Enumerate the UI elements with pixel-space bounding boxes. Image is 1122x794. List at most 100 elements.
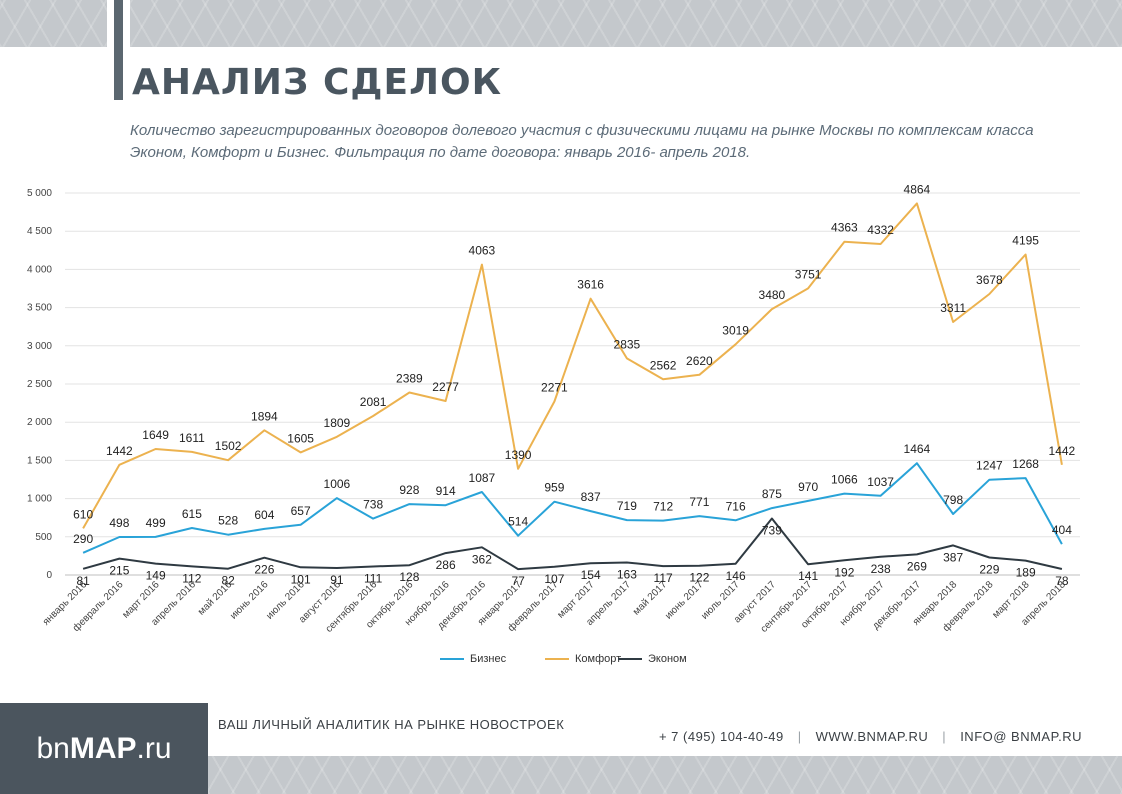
title-accent-bar xyxy=(114,0,123,100)
y-tick-label: 4 500 xyxy=(27,226,52,237)
data-label: 499 xyxy=(146,516,166,530)
legend-label: Комфорт xyxy=(575,653,622,665)
footer-contacts: + 7 (495) 104-40-49 | WWW.BNMAP.RU | INF… xyxy=(659,729,1082,744)
data-label: 837 xyxy=(581,490,601,504)
data-label: 163 xyxy=(617,568,637,582)
data-label: 2389 xyxy=(396,371,423,385)
data-label: 111 xyxy=(364,572,383,586)
page-title: АНАЛИЗ СДЕЛОК xyxy=(132,62,502,103)
data-label: 1809 xyxy=(324,416,351,430)
data-label: 128 xyxy=(399,570,419,584)
data-label: 2271 xyxy=(541,380,568,394)
data-label: 1247 xyxy=(976,459,1003,473)
chart-legend: Бизнес Комфорт Эконом xyxy=(0,653,1122,673)
data-label: 78 xyxy=(1055,574,1069,588)
legend-item: Бизнес xyxy=(440,653,506,665)
top-decorative-band xyxy=(0,0,1122,47)
data-label: 2081 xyxy=(360,395,387,409)
series-line-Бизнес xyxy=(82,462,1063,554)
data-label: 1268 xyxy=(1012,457,1039,471)
data-label: 657 xyxy=(291,504,311,518)
data-label: 3616 xyxy=(577,278,604,292)
legend-swatch xyxy=(440,658,464,660)
data-label: 719 xyxy=(617,499,637,513)
y-tick-label: 1 000 xyxy=(27,494,52,505)
data-label: 91 xyxy=(330,573,344,587)
chart-subtitle: Количество зарегистрированных договоров … xyxy=(130,122,1034,161)
series-line-Комфорт xyxy=(82,202,1063,529)
data-label: 3480 xyxy=(759,288,786,302)
data-label: 875 xyxy=(762,487,782,501)
data-label: 739 xyxy=(762,524,782,538)
data-label: 1006 xyxy=(324,477,351,491)
data-label: 914 xyxy=(436,484,456,498)
data-label: 738 xyxy=(363,498,383,512)
legend-label: Эконом xyxy=(648,653,687,665)
y-tick-label: 2 000 xyxy=(27,417,52,428)
data-label: 362 xyxy=(472,552,492,566)
data-label: 1611 xyxy=(179,431,205,445)
data-label: 2835 xyxy=(614,337,641,351)
website-link[interactable]: WWW.BNMAP.RU xyxy=(815,729,929,744)
data-label: 1894 xyxy=(251,409,278,423)
contact-separator: | xyxy=(797,729,802,744)
y-tick-label: 500 xyxy=(35,532,52,543)
logo-light-text: bn xyxy=(36,731,70,765)
data-label: 959 xyxy=(544,481,564,495)
legend-swatch xyxy=(545,658,569,660)
data-label: 1066 xyxy=(831,473,858,487)
data-label: 3019 xyxy=(722,323,749,337)
y-tick-label: 5 000 xyxy=(27,188,52,199)
data-label: 771 xyxy=(689,495,709,509)
data-label: 101 xyxy=(291,572,311,586)
line-chart: 0 500 1 000 1 500 2 000 2 500 3 000 3 500 4 000 4… xyxy=(27,182,1080,635)
data-label: 238 xyxy=(871,562,891,576)
data-label: 4864 xyxy=(904,182,931,196)
data-label: 3678 xyxy=(976,273,1003,287)
data-label: 4195 xyxy=(1012,234,1039,248)
data-label: 1502 xyxy=(215,439,242,453)
phone-link[interactable]: + 7 (495) 104-40-49 xyxy=(658,729,784,744)
data-label: 229 xyxy=(979,563,999,577)
data-label: 610 xyxy=(73,507,93,521)
data-label: 269 xyxy=(907,559,927,573)
logo-bold-text: MAP xyxy=(69,731,137,765)
data-label: 528 xyxy=(218,514,238,528)
data-label: 1037 xyxy=(867,475,894,489)
brand-logo[interactable]: bnMAP.ru xyxy=(0,703,208,794)
logo-suffix-text: .ru xyxy=(136,731,172,765)
data-label: 107 xyxy=(544,572,564,586)
data-label: 82 xyxy=(221,574,235,588)
data-label: 514 xyxy=(508,515,528,529)
data-label: 604 xyxy=(254,508,274,522)
y-tick-label: 1 500 xyxy=(27,455,52,466)
data-label: 122 xyxy=(689,571,709,585)
data-label: 149 xyxy=(146,569,166,583)
data-label: 4063 xyxy=(469,244,496,258)
legend-label: Бизнес xyxy=(470,653,507,665)
bottom-decorative-band xyxy=(208,756,1122,794)
legend-swatch xyxy=(618,658,642,660)
data-label: 146 xyxy=(726,569,746,583)
data-label: 1442 xyxy=(106,444,133,458)
data-label: 290 xyxy=(73,532,93,546)
series-line-Эконом xyxy=(82,517,1063,571)
footer-tagline: ВАШ ЛИЧНЫЙ АНАЛИТИК НА РЫНКЕ НОВОСТРОЕК xyxy=(218,717,565,732)
data-label: 2277 xyxy=(432,380,459,394)
data-label: 189 xyxy=(1016,566,1036,580)
data-label: 1442 xyxy=(1049,444,1076,458)
data-label: 4332 xyxy=(867,223,894,237)
data-label: 192 xyxy=(834,565,854,579)
data-label: 1464 xyxy=(904,442,931,456)
data-label: 928 xyxy=(399,483,419,497)
data-label: 286 xyxy=(436,558,456,572)
email-link[interactable]: INFO@ BNMAP.RU xyxy=(960,729,1082,744)
data-label: 77 xyxy=(511,574,525,588)
data-label: 117 xyxy=(654,571,673,585)
data-label: 3751 xyxy=(795,267,822,281)
data-label: 498 xyxy=(109,516,129,530)
legend-item: Эконом xyxy=(618,653,687,665)
data-label: 2562 xyxy=(650,358,677,372)
contact-separator: | xyxy=(942,729,947,744)
y-tick-label: 3 500 xyxy=(27,303,52,314)
